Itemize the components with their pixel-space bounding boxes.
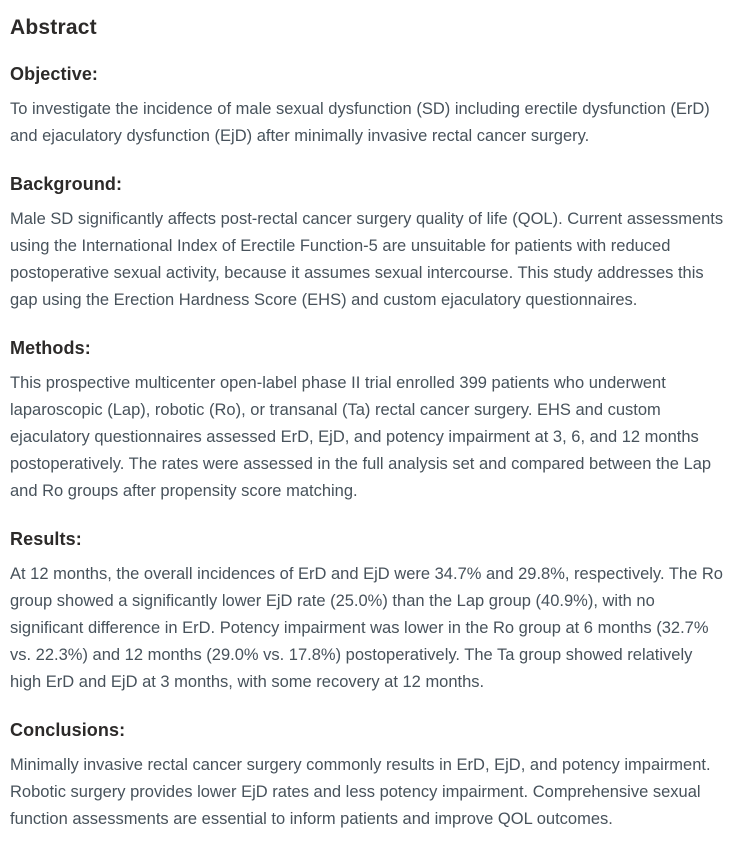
section-methods: Methods: This prospective multicenter op… <box>10 338 725 505</box>
section-heading-objective: Objective: <box>10 64 99 84</box>
section-heading-conclusions: Conclusions: <box>10 720 126 740</box>
section-body-background: Male SD significantly affects post-recta… <box>10 210 724 309</box>
section-body-objective: To investigate the incidence of male sex… <box>10 100 710 145</box>
section-heading-background: Background: <box>10 174 123 194</box>
section-heading-results: Results: <box>10 529 82 549</box>
section-objective: Objective: To investigate the incidence … <box>10 64 725 150</box>
section-body-conclusions: Minimally invasive rectal cancer surgery… <box>10 756 711 828</box>
page-title: Abstract <box>10 16 97 39</box>
section-results: Results: At 12 months, the overall incid… <box>10 529 725 696</box>
section-body-methods: This prospective multicenter open-label … <box>10 374 712 500</box>
section-body-results: At 12 months, the overall incidences of … <box>10 565 723 691</box>
section-conclusions: Conclusions: Minimally invasive rectal c… <box>10 720 725 833</box>
section-heading-methods: Methods: <box>10 338 91 358</box>
section-background: Background: Male SD significantly affect… <box>10 174 725 314</box>
